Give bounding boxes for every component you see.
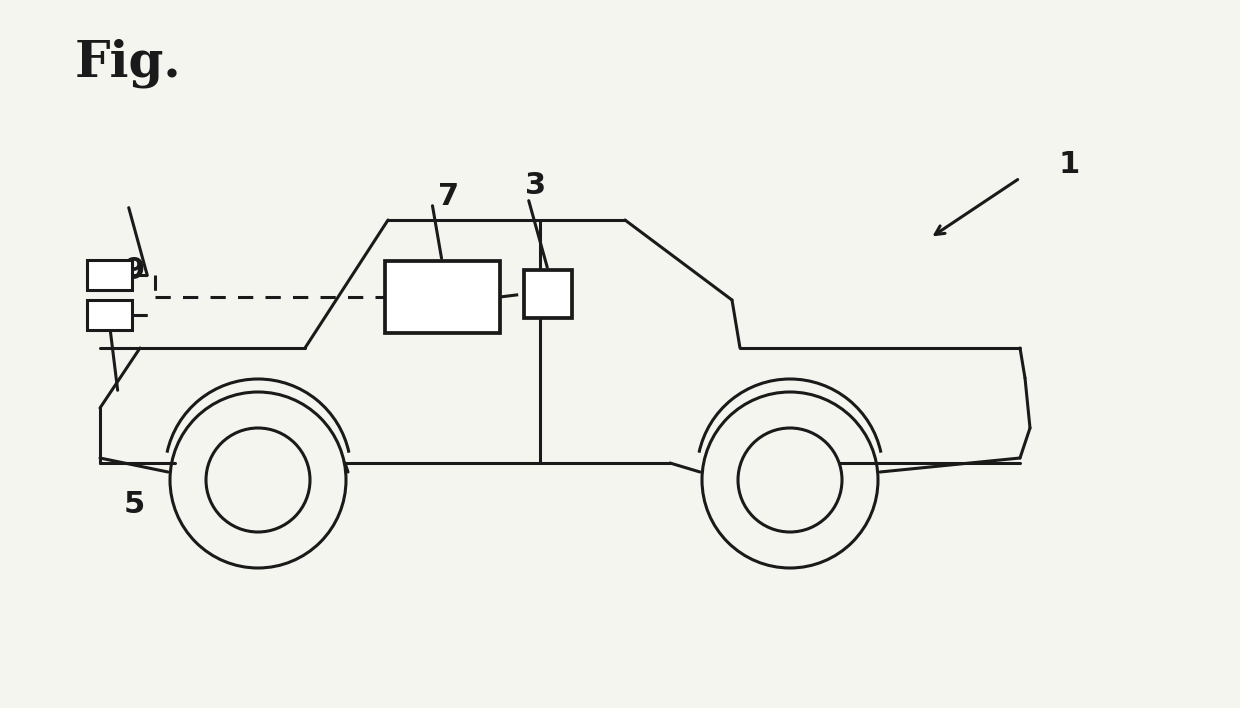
Text: Fig.: Fig. [74,38,181,88]
Bar [87,260,131,290]
Text: 7: 7 [438,183,460,211]
Text: 5: 5 [123,490,145,518]
Bar [384,261,500,333]
Text: 3: 3 [525,171,547,200]
Bar [87,300,131,330]
Text: 1: 1 [1058,150,1080,178]
Text: 9: 9 [123,256,145,285]
Bar [525,270,572,318]
